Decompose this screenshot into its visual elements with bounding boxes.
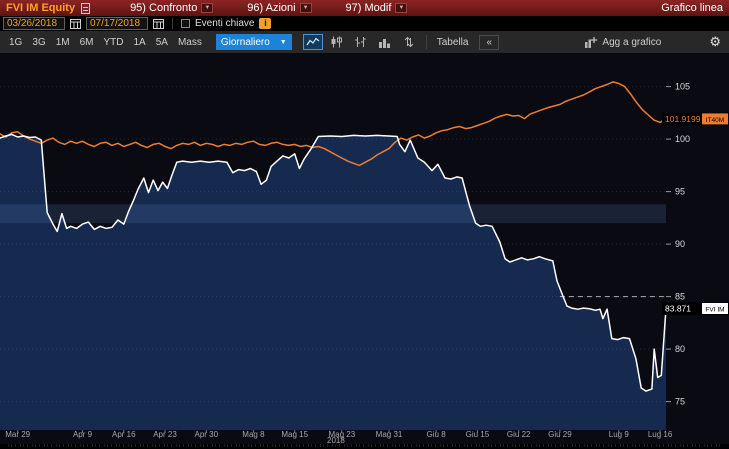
table-button[interactable]: Tabella xyxy=(436,36,469,48)
range-button-mass[interactable]: Mass xyxy=(177,36,202,48)
ohlc-bars-icon[interactable] xyxy=(351,34,371,50)
info-icon[interactable]: i xyxy=(259,18,272,29)
date-range-row: 03/26/2018 07/17/2018 Eventi chiave i xyxy=(0,16,729,31)
calendar-icon[interactable] xyxy=(153,18,164,29)
x-axis-label: Mag 8 xyxy=(242,430,265,439)
caret-down-icon[interactable]: ▼ xyxy=(201,3,214,13)
menu-item-label: 97) Modif xyxy=(345,2,392,14)
last-price-label: 83.871 xyxy=(665,304,691,314)
bar-chart-icon[interactable] xyxy=(375,34,395,50)
range-button-ytd[interactable]: YTD xyxy=(103,36,124,48)
sort-arrows-icon[interactable] xyxy=(399,34,419,50)
series-line-it40m xyxy=(0,81,667,167)
menu-item-label: 95) Confronto xyxy=(130,2,198,14)
x-axis-label: Giu 22 xyxy=(507,430,531,439)
price-area xyxy=(0,134,666,430)
highlight-band xyxy=(0,204,666,224)
top-menu-bar: FVI IM Equity 95) Confronto ▼ 96) Azioni… xyxy=(0,0,729,16)
year-label: 2018 xyxy=(327,436,345,444)
chevron-down-icon: ▼ xyxy=(279,38,287,46)
y-axis-label: 85 xyxy=(675,292,685,302)
add-chart-icon xyxy=(585,37,598,48)
y-axis-label: 100 xyxy=(675,134,690,144)
range-button-6m[interactable]: 6M xyxy=(79,36,94,48)
range-button-5a[interactable]: 5A xyxy=(155,36,168,48)
security-ticker[interactable]: FVI IM Equity xyxy=(6,2,76,14)
divider xyxy=(425,35,427,49)
x-axis-label: Apr 23 xyxy=(153,430,177,439)
x-axis-label: Mar 29 xyxy=(5,430,30,439)
y-axis-label: 95 xyxy=(675,187,685,197)
menu-item-modif[interactable]: 97) Modif ▼ xyxy=(346,0,408,16)
key-events-checkbox[interactable] xyxy=(181,19,190,28)
ticker-badge-label: IT40M xyxy=(706,117,724,124)
x-axis-label: Lug 16 xyxy=(648,430,673,439)
range-button-1m[interactable]: 1M xyxy=(55,36,70,48)
x-axis-label: Lug 9 xyxy=(609,430,630,439)
x-axis-label: Apr 9 xyxy=(73,430,93,439)
collapse-button[interactable]: « xyxy=(479,34,499,50)
ticker-badge xyxy=(702,113,728,125)
frequency-dropdown[interactable]: Giornaliero ▼ xyxy=(215,34,292,50)
chart-toolbar: 1G 3G 1M 6M YTD 1A 5A Mass Giornaliero ▼ xyxy=(0,31,729,53)
footer-strip xyxy=(0,444,729,449)
calendar-icon[interactable] xyxy=(70,18,81,29)
frequency-value: Giornaliero xyxy=(220,36,270,48)
line-chart-icon[interactable] xyxy=(302,34,323,50)
x-axis-label: Giu 29 xyxy=(548,430,572,439)
toolbar-right: Agg a grafico ⚙ xyxy=(584,34,725,50)
x-axis-label: Giu 8 xyxy=(427,430,447,439)
x-axis-label: Mag 15 xyxy=(281,430,308,439)
date-from-field[interactable]: 03/26/2018 xyxy=(3,17,65,30)
x-axis-label: Mag 31 xyxy=(376,430,403,439)
menu-item-azioni[interactable]: 96) Azioni ▼ xyxy=(247,0,312,16)
menu-item-confronto[interactable]: 95) Confronto ▼ xyxy=(130,0,214,16)
add-to-chart-label: Agg a grafico xyxy=(602,36,662,48)
y-axis-label: 105 xyxy=(675,82,690,92)
y-axis-label: 75 xyxy=(675,397,685,407)
page-icon xyxy=(81,2,91,14)
ticker-badge-label: FVI IM xyxy=(705,307,724,314)
chart-area[interactable]: 75 80 85 90 95 100 105 Mar 29 Apr 9 Apr 16 Apr 23 A… xyxy=(0,53,729,445)
range-button-1a[interactable]: 1A xyxy=(133,36,146,48)
add-to-chart-button[interactable]: Agg a grafico xyxy=(584,36,661,48)
caret-down-icon[interactable]: ▼ xyxy=(299,3,312,13)
divider xyxy=(172,18,173,29)
gear-icon[interactable]: ⚙ xyxy=(709,34,721,49)
x-axis-label: Mag 23 xyxy=(328,430,355,439)
x-axis-label: Apr 30 xyxy=(195,430,219,439)
series-line-fvi-im xyxy=(0,133,667,392)
date-to-field[interactable]: 07/17/2018 xyxy=(86,17,148,30)
key-events-label: Eventi chiave xyxy=(195,18,255,29)
y-axis-label: 90 xyxy=(675,239,685,249)
ticker-badge xyxy=(702,303,728,314)
last-price-label: 101.9199 xyxy=(665,114,701,124)
range-button-3g[interactable]: 3G xyxy=(32,36,46,48)
caret-down-icon[interactable]: ▼ xyxy=(395,3,408,13)
x-axis-label: Apr 16 xyxy=(112,430,136,439)
page-title: Grafico linea xyxy=(661,2,723,14)
candlestick-icon[interactable] xyxy=(327,34,347,50)
range-button-1g[interactable]: 1G xyxy=(9,36,23,48)
menu-item-label: 96) Azioni xyxy=(247,2,296,14)
x-axis-label: Giu 15 xyxy=(466,430,490,439)
price-chart[interactable]: 75 80 85 90 95 100 105 Mar 29 Apr 9 Apr 16 Apr 23 A… xyxy=(0,53,729,445)
y-axis-label: 80 xyxy=(675,344,685,354)
menu: 95) Confronto ▼ 96) Azioni ▼ 97) Modif ▼ xyxy=(130,0,408,16)
